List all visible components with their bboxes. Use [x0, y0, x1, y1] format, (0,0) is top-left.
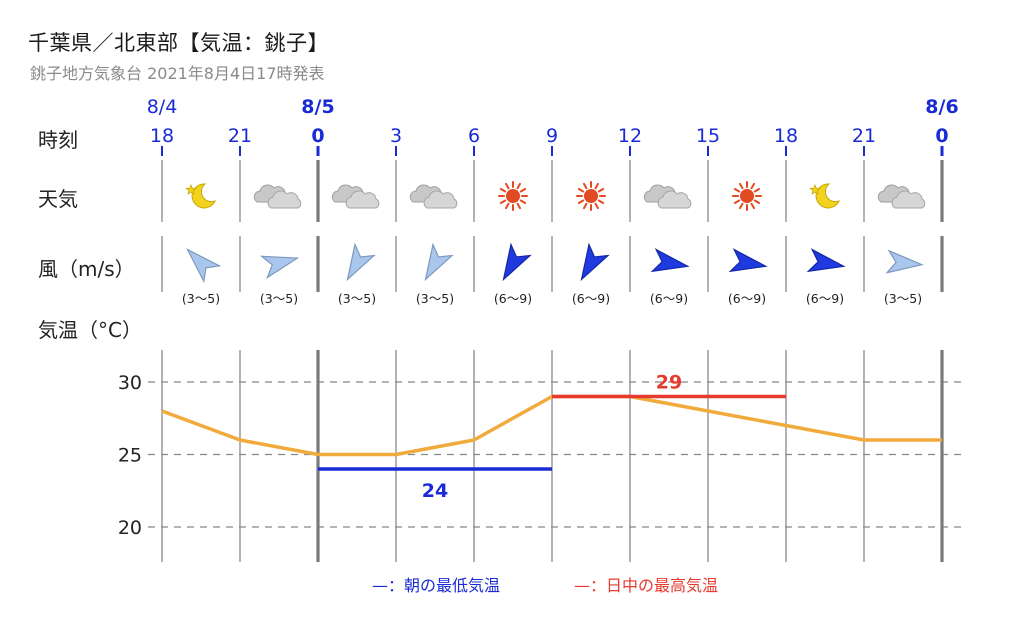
wind-arrow	[580, 242, 610, 282]
star-shape	[185, 183, 197, 195]
y-tick-label: 30	[118, 372, 142, 394]
page-subtitle: 銚子地方気象台 2021年8月4日17時発表	[30, 64, 325, 83]
wind-speed-label: (3～5)	[884, 291, 922, 306]
wind-speed-label: (6～9)	[728, 291, 766, 306]
sun-ray	[597, 199, 605, 204]
sun-ray	[739, 202, 744, 210]
date-label: 8/5	[301, 96, 334, 118]
moon-star-icon	[809, 183, 840, 209]
cloud-icon	[877, 184, 926, 209]
marks-layer: 18 21 0 3 6 9 12 15 18 21 0 8/4 8/5 8/6 (3～5) (3～5) (3～5…	[147, 96, 959, 502]
cloud-front	[267, 190, 302, 209]
wind-arrow	[424, 242, 454, 282]
wind-speed-label: (3～5)	[338, 291, 376, 306]
wind-speed-label: (6～9)	[806, 291, 844, 306]
cloud-icon	[409, 184, 458, 209]
row-label-temp: 気温（°C）	[38, 318, 142, 342]
sun-disc	[584, 189, 598, 203]
moon-shape	[815, 183, 840, 209]
sun-ray	[594, 202, 599, 210]
time-label: 6	[468, 125, 480, 147]
min-temp-label: 24	[422, 480, 448, 502]
cloud-icon	[253, 184, 302, 209]
sun-ray	[499, 188, 507, 193]
sun-ray	[583, 182, 588, 190]
sun-icon	[576, 181, 606, 211]
sun-disc	[740, 189, 754, 203]
sun-ray	[750, 202, 755, 210]
sun-icon	[498, 181, 528, 211]
wind-speed-label: (6～9)	[572, 291, 610, 306]
wind-arrow	[346, 242, 376, 282]
wind-arrow	[186, 248, 222, 284]
sun-ray	[519, 188, 527, 193]
cloud-front	[345, 190, 380, 209]
sun-disc	[506, 189, 520, 203]
time-label: 12	[618, 125, 642, 147]
sun-ray	[733, 199, 741, 204]
sun-ray	[739, 182, 744, 190]
y-tick-label: 20	[118, 517, 142, 539]
wind-arrow	[259, 255, 300, 280]
row-label-time: 時刻	[38, 128, 78, 152]
sun-ray	[597, 188, 605, 193]
sun-ray	[516, 182, 521, 190]
row-label-wind: 風（m/s）	[38, 257, 135, 281]
wind-arrow	[502, 242, 532, 282]
legend-min-temp: —：朝の最低気温	[372, 576, 501, 595]
sun-ray	[733, 188, 741, 193]
moon-star-icon	[185, 183, 216, 209]
cloud-front	[657, 190, 692, 209]
moon-shape	[191, 183, 216, 209]
sun-ray	[505, 182, 510, 190]
date-label: 8/4	[147, 96, 178, 118]
wind-arrow	[806, 248, 846, 273]
cloud-front	[891, 190, 926, 209]
wind-arrow	[885, 249, 924, 274]
wind-arrow	[728, 248, 768, 273]
cloud-icon	[643, 184, 692, 209]
sun-ray	[499, 199, 507, 204]
time-label: 0	[935, 125, 948, 147]
time-label: 18	[150, 125, 174, 147]
time-label: 21	[228, 125, 252, 147]
sun-ray	[583, 202, 588, 210]
time-label: 9	[546, 125, 558, 147]
time-label: 0	[311, 125, 324, 147]
wind-speed-label: (3～5)	[182, 291, 220, 306]
cloud-icon	[331, 184, 380, 209]
grid-layer: 30 25 20	[118, 146, 962, 562]
sun-ray	[516, 202, 521, 210]
time-label: 18	[774, 125, 798, 147]
sun-ray	[505, 202, 510, 210]
max-temp-label: 29	[656, 372, 682, 394]
sun-ray	[519, 199, 527, 204]
y-tick-label: 25	[118, 445, 142, 467]
sun-ray	[577, 199, 585, 204]
wind-speed-label: (6～9)	[494, 291, 532, 306]
sun-ray	[577, 188, 585, 193]
wind-speed-label: (6～9)	[650, 291, 688, 306]
wind-speed-label: (3～5)	[260, 291, 298, 306]
time-label: 15	[696, 125, 720, 147]
legend-max-temp: —：日中の最高気温	[574, 576, 719, 595]
wind-arrow	[650, 248, 690, 273]
star-shape	[809, 183, 821, 195]
time-label: 21	[852, 125, 876, 147]
page-title: 千葉県／北東部【気温：銚子】	[28, 31, 329, 55]
sun-ray	[750, 182, 755, 190]
sun-icon	[732, 181, 762, 211]
sun-ray	[753, 188, 761, 193]
row-label-weather: 天気	[38, 187, 78, 211]
sun-ray	[594, 182, 599, 190]
wind-speed-label: (3～5)	[416, 291, 454, 306]
cloud-front	[423, 190, 458, 209]
date-label: 8/6	[925, 96, 958, 118]
time-label: 3	[390, 125, 402, 147]
sun-ray	[753, 199, 761, 204]
